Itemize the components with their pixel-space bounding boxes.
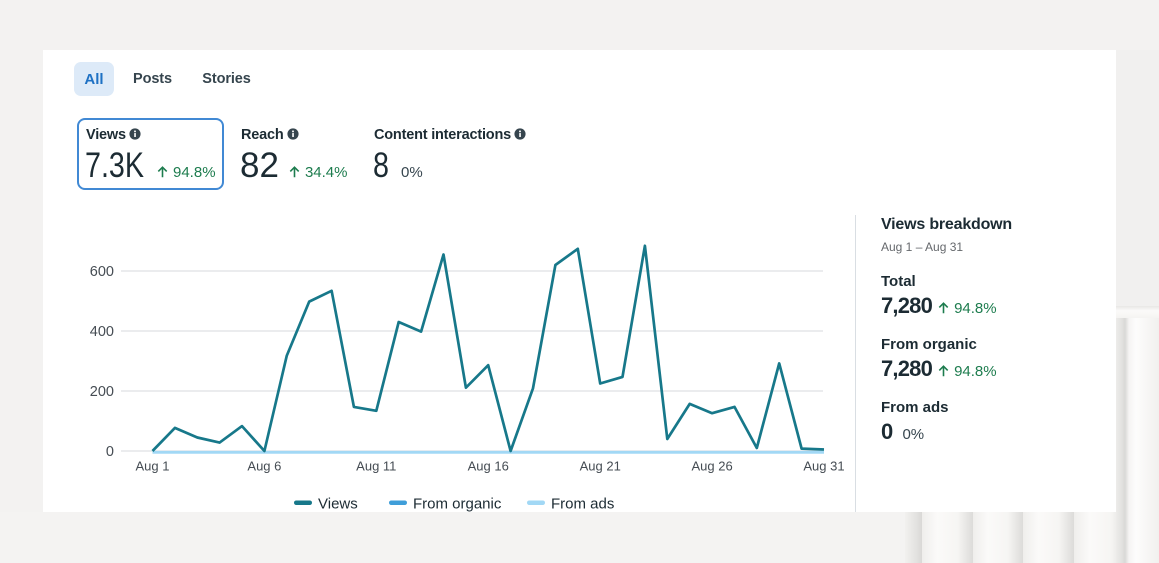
svg-text:Aug 31: Aug 31 <box>803 459 844 474</box>
svg-text:From organic: From organic <box>413 496 502 513</box>
svg-text:Aug 1: Aug 1 <box>136 459 170 474</box>
svg-text:600: 600 <box>90 264 114 280</box>
svg-text:Aug 11: Aug 11 <box>356 459 396 474</box>
svg-text:Aug 16: Aug 16 <box>468 459 509 474</box>
svg-text:Aug 6: Aug 6 <box>247 459 281 474</box>
svg-text:Aug 26: Aug 26 <box>691 459 732 474</box>
svg-text:From ads: From ads <box>551 496 614 513</box>
svg-text:400: 400 <box>90 324 114 340</box>
svg-text:Aug 21: Aug 21 <box>580 459 621 474</box>
svg-text:Views: Views <box>318 496 358 513</box>
svg-text:0: 0 <box>106 444 114 460</box>
svg-text:200: 200 <box>90 384 114 400</box>
